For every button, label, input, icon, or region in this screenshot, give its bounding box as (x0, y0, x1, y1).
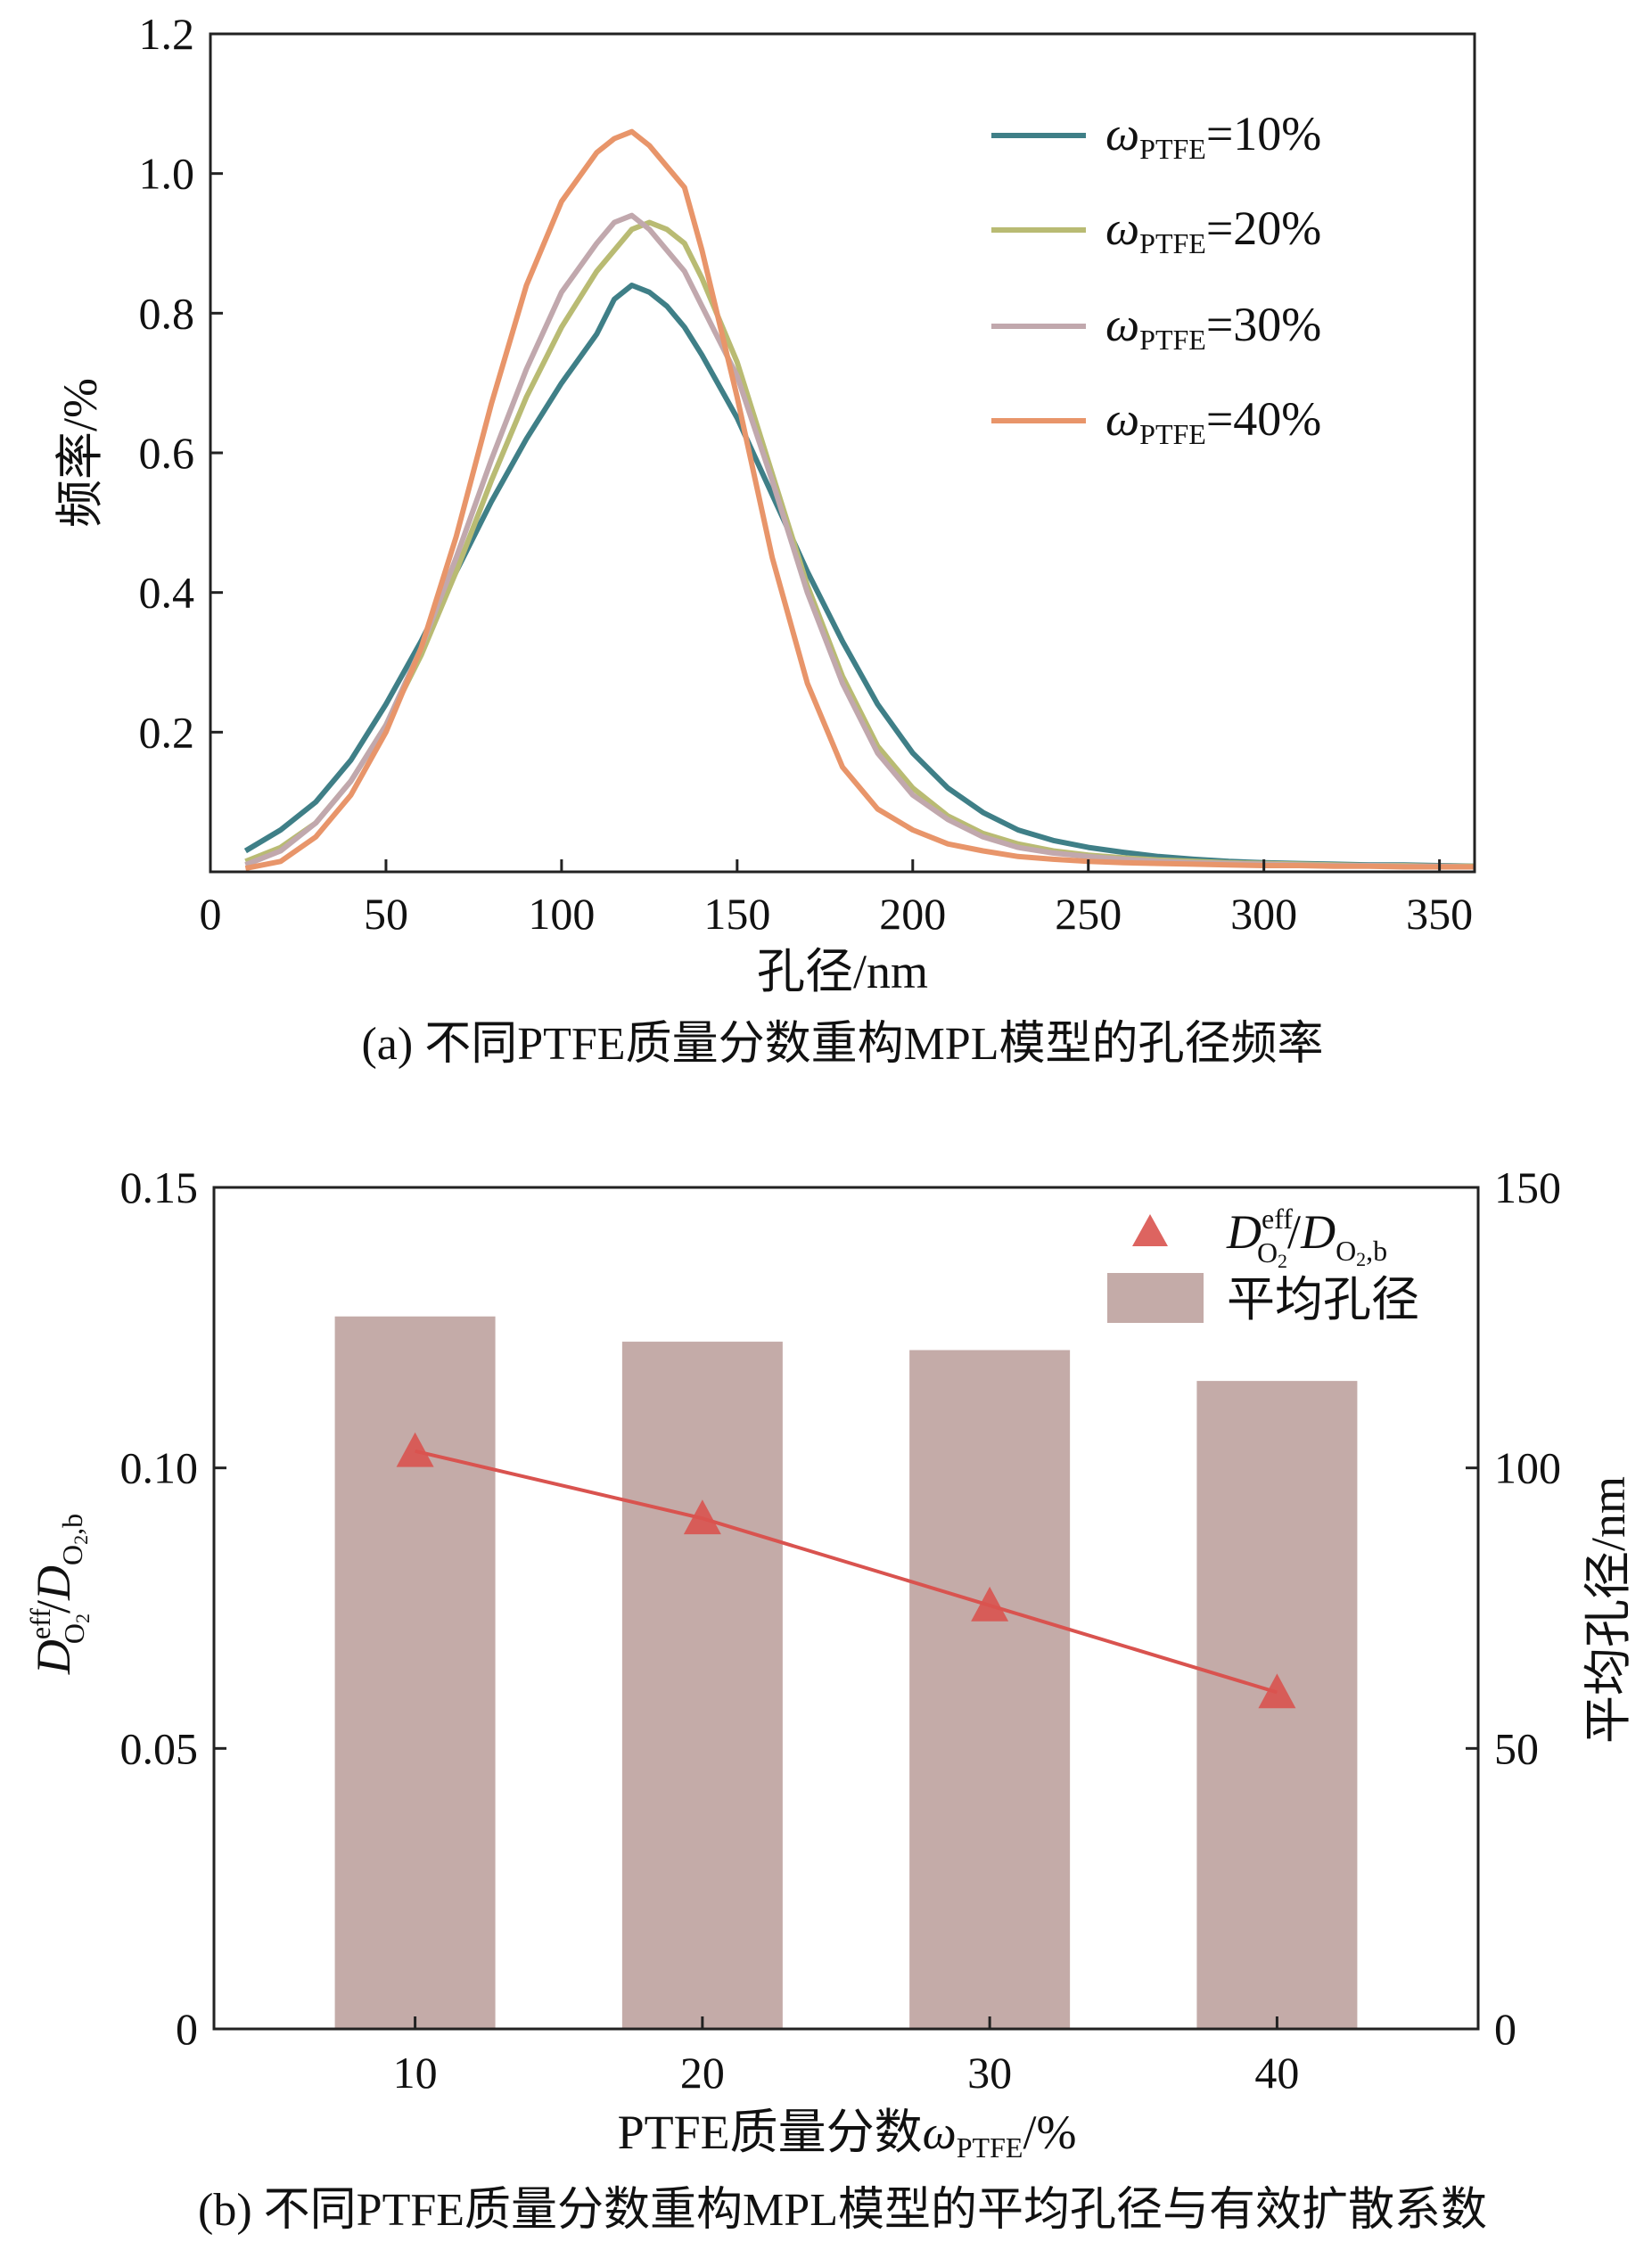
legend-label-20: ωPTFE=20% (1105, 201, 1321, 259)
panel-b-left-y-ticks: 0 0.05 0.10 0.15 (120, 1162, 226, 2054)
legend-label-30: ωPTFE=30% (1105, 298, 1321, 356)
panel-a-x-ticks: 0 50 100 150 200 250 300 350 (200, 859, 1473, 939)
x-tick-label: 200 (879, 889, 946, 939)
legend-label-40: ωPTFE=40% (1105, 392, 1321, 450)
right-y-tick-label: 50 (1494, 1723, 1539, 1773)
panel-b-caption: (b) 不同PTFE质量分数重构MPL模型的平均孔径与有效扩散系数 (198, 2185, 1487, 2236)
x-tick-label: 50 (364, 889, 408, 939)
legend-label-10: ωPTFE=10% (1105, 107, 1321, 165)
panel-b-x-axis-title: PTFE质量分数ωPTFE/% (618, 2106, 1077, 2164)
bar-10 (334, 1316, 496, 2029)
y-tick-label: 1.0 (139, 149, 195, 199)
left-y-tick-label: 0.05 (120, 1723, 199, 1773)
panel-b-left-y-axis-title: DeffO2/DO2,b (24, 1514, 94, 1675)
y-tick-label: 0.2 (139, 707, 195, 757)
left-y-tick-label: 0 (176, 2004, 198, 2054)
bar-20 (621, 1342, 783, 2029)
x-tick-label: 350 (1406, 889, 1473, 939)
x-tick-label: 300 (1230, 889, 1297, 939)
panel-a-legend: ωPTFE=10% ωPTFE=20% ωPTFE=30% ωPTFE=40% (991, 107, 1321, 450)
panel-a-curves (243, 128, 1475, 872)
x-tick-label: 250 (1055, 889, 1122, 939)
x-tick-label: 100 (528, 889, 595, 939)
x-tick-label: 20 (680, 2048, 725, 2098)
diffusion-line (415, 1449, 1278, 1695)
x-tick-label: 0 (200, 889, 222, 939)
legend-bar-swatch (1107, 1273, 1204, 1323)
panel-a-x-axis-title: 孔径/nm (757, 945, 928, 998)
diffusion-marker-40 (1258, 1673, 1296, 1709)
legend-triangle-marker (1132, 1214, 1168, 1246)
panel-b-right-y-ticks: 0 50 100 150 (1466, 1162, 1561, 2054)
left-y-tick-label: 0.15 (120, 1162, 199, 1212)
diffusion-marker-20 (683, 1499, 721, 1535)
panel-b: 10 20 30 40 0 0.05 0.10 0.15 0 50 100 150 PTFE质量分… (24, 1162, 1635, 2236)
curve-series-1 (243, 283, 1475, 869)
panel-a-caption: (a) 不同PTFE质量分数重构MPL模型的孔径频率 (361, 1019, 1323, 1070)
panel-b-legend: Deff O2/DO2,b 平均孔径 (1107, 1203, 1419, 1326)
x-tick-label: 150 (703, 889, 770, 939)
panel-b-right-y-axis-title: 平均孔径/nm (1582, 1476, 1635, 1744)
y-tick-label: 0.8 (139, 288, 195, 338)
panel-a-y-ticks: 0.2 0.4 0.6 0.8 1.0 1.2 (139, 9, 223, 757)
panel-b-plot-frame (212, 1186, 1480, 2031)
y-tick-label: 0.6 (139, 428, 195, 478)
left-y-tick-label: 0.10 (120, 1443, 199, 1493)
panel-b-x-ticks: 10 20 30 40 (393, 2016, 1299, 2098)
curve-series-4 (244, 128, 1475, 872)
y-tick-label: 1.2 (139, 9, 195, 59)
legend-line-label: Deff O2/DO2,b (1226, 1203, 1387, 1272)
x-tick-label: 40 (1254, 2048, 1299, 2098)
panel-a-y-axis-title: 频率/% (53, 378, 107, 528)
x-tick-label: 10 (393, 2048, 438, 2098)
right-y-tick-label: 150 (1494, 1162, 1561, 1212)
legend-bar-label: 平均孔径 (1227, 1273, 1419, 1326)
right-y-tick-label: 0 (1494, 2004, 1516, 2054)
panel-a: 0 50 100 150 200 250 300 350 0.2 0.4 0.6 0.8 1.0 1.2… (53, 9, 1476, 1070)
right-y-tick-label: 100 (1494, 1443, 1561, 1493)
panel-b-line (396, 1432, 1296, 1709)
x-tick-label: 30 (967, 2048, 1012, 2098)
y-tick-label: 0.4 (139, 568, 195, 618)
diffusion-marker-10 (396, 1432, 434, 1467)
bar-30 (909, 1350, 1071, 2029)
panel-b-bars (334, 1316, 1358, 2029)
diffusion-marker-30 (971, 1586, 1009, 1622)
